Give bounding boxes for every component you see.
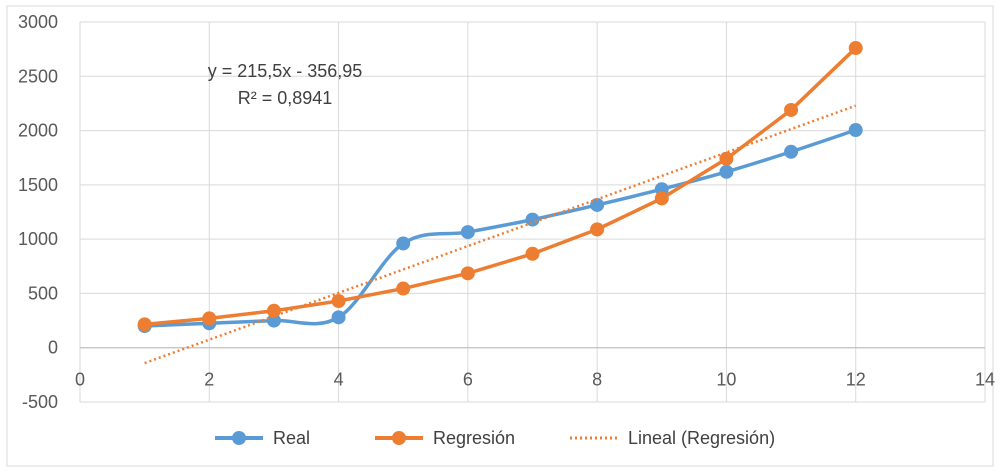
- legend-item-regresion: Regresión: [375, 428, 515, 448]
- legend: Real Regresión Lineal (Regresión): [215, 428, 775, 448]
- legend-item-real: Real: [215, 428, 310, 448]
- x-tick-label: 2: [204, 370, 214, 390]
- trendline-lineal: [144, 104, 857, 365]
- trendline-equation: y = 215,5x - 356,95: [208, 61, 363, 81]
- legend-label-lineal: Lineal (Regresión): [628, 428, 775, 448]
- data-point-real: [525, 212, 540, 227]
- data-point-regresion: [202, 311, 217, 326]
- series: [137, 41, 863, 365]
- x-tick-label: 4: [334, 370, 344, 390]
- series-line-real: [144, 128, 857, 328]
- data-point-real: [266, 313, 281, 328]
- x-tick-label: 0: [75, 370, 85, 390]
- data-point-real: [590, 197, 605, 212]
- data-point-real: [460, 225, 475, 240]
- legend-label-regresion: Regresión: [433, 428, 515, 448]
- data-point-regresion: [525, 246, 540, 261]
- axes: -500 0 500 1000 1500 2000 2500 3000 0 2 4 6 8 10 12 14: [18, 12, 995, 412]
- data-point-real: [331, 310, 346, 325]
- legend-marker-real: [232, 431, 246, 445]
- gridlines: [79, 21, 986, 403]
- x-tick-label: 8: [592, 370, 602, 390]
- y-tick-label: 2500: [18, 66, 58, 86]
- data-point-real: [848, 123, 863, 138]
- data-point-regresion: [396, 281, 411, 296]
- y-tick-label: 2000: [18, 121, 58, 141]
- data-point-real: [719, 164, 734, 179]
- data-point-regresion: [719, 151, 734, 166]
- data-point-regresion: [266, 303, 281, 318]
- legend-item-lineal: Lineal (Regresión): [570, 428, 775, 448]
- r-squared-label: R² = 0,8941: [238, 88, 333, 108]
- y-tick-label: 3000: [18, 12, 58, 32]
- x-tick-label: 12: [846, 370, 866, 390]
- data-point-regresion: [848, 41, 863, 56]
- data-point-real: [396, 236, 411, 251]
- y-tick-label: 500: [28, 283, 58, 303]
- data-point-regresion: [654, 191, 669, 206]
- legend-marker-regresion: [392, 431, 406, 445]
- data-point-regresion: [784, 102, 799, 117]
- y-tick-label: 1000: [18, 229, 58, 249]
- legend-label-real: Real: [273, 428, 310, 448]
- data-point-regresion: [331, 294, 346, 309]
- data-point-real: [784, 144, 799, 159]
- y-tick-label: -500: [22, 392, 58, 412]
- data-point-regresion: [460, 266, 475, 281]
- annotations: y = 215,5x - 356,95 R² = 0,8941: [208, 61, 363, 108]
- y-tick-label: 0: [48, 338, 58, 358]
- x-tick-label: 10: [716, 370, 736, 390]
- y-tick-label: 1500: [18, 175, 58, 195]
- data-point-regresion: [137, 317, 152, 332]
- x-tick-label: 6: [463, 370, 473, 390]
- series-line-regresion: [144, 46, 857, 327]
- chart-border: [6, 5, 994, 467]
- data-point-regresion: [590, 222, 605, 237]
- x-tick-label: 14: [975, 370, 995, 390]
